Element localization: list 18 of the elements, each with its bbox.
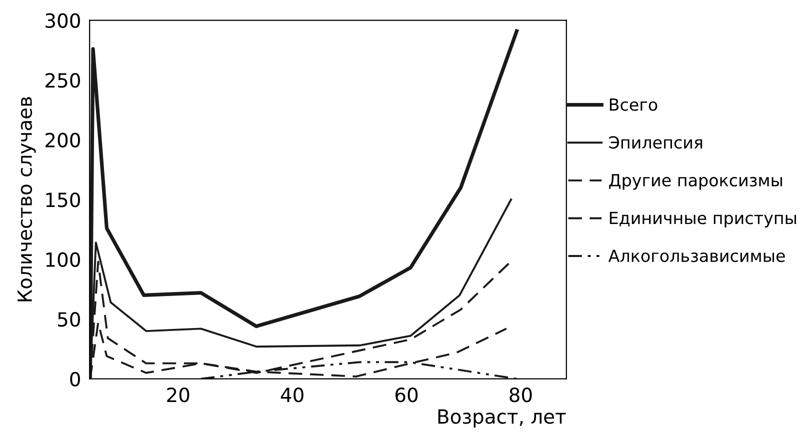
y-tick-label: 0 xyxy=(70,372,80,387)
x-tick-label: 80 xyxy=(510,388,532,402)
legend-label: Единичные приступы xyxy=(610,212,796,228)
y-axis-title: Количество случаев xyxy=(18,97,36,302)
x-tick-label: 20 xyxy=(167,388,190,402)
legend-label: Эпилепсия xyxy=(609,136,702,149)
legend-label: Всего xyxy=(610,98,658,111)
y-tick-label: 250 xyxy=(46,73,80,88)
legend-label: Другие пароксизмы xyxy=(609,174,782,190)
y-tick-label: 100 xyxy=(46,252,80,268)
x-tick-label: 40 xyxy=(280,388,304,402)
y-tick-label: 150 xyxy=(46,192,80,208)
x-axis-title: Возраст, лет xyxy=(438,409,566,428)
y-tick-label: 200 xyxy=(46,132,80,148)
legend-label: Алкогользависимые xyxy=(608,250,785,262)
x-tick-label: 60 xyxy=(396,388,418,402)
y-tick-label: 300 xyxy=(46,13,80,28)
y-tick-label: 50 xyxy=(58,312,80,327)
